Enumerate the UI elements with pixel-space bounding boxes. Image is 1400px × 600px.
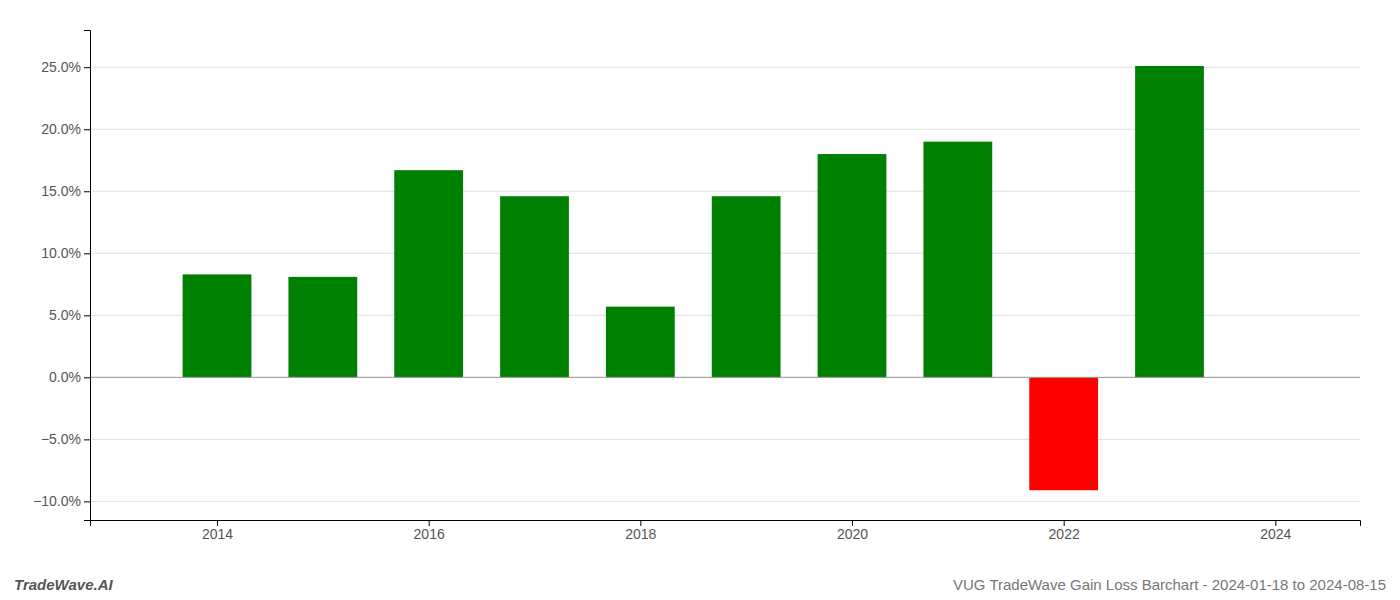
chart: −10.0% −5.0% 0.0% 5.0% 10.0% 15.0% 20.0% 25.0% 2… bbox=[0, 0, 1400, 600]
grid-line bbox=[90, 439, 1360, 440]
y-tick: −10.0% bbox=[33, 493, 90, 509]
x-tick-label: 2014 bbox=[202, 526, 233, 542]
y-tick: 20.0% bbox=[41, 121, 90, 137]
y-tick-mark bbox=[84, 377, 90, 378]
y-tick: 15.0% bbox=[41, 183, 90, 199]
footer-right: VUG TradeWave Gain Loss Barchart - 2024-… bbox=[953, 576, 1386, 593]
footer-left: TradeWave.AI bbox=[14, 576, 113, 593]
y-tick-label: −5.0% bbox=[41, 431, 81, 447]
x-axis: 2014 2016 2018 2020 2022 2024 bbox=[91, 520, 1361, 542]
bar bbox=[818, 154, 887, 377]
y-tick-mark bbox=[84, 67, 90, 68]
x-tick-label: 2024 bbox=[1260, 526, 1291, 542]
zero-line bbox=[90, 377, 1360, 378]
y-tick: 10.0% bbox=[41, 245, 90, 261]
plot-area: −10.0% −5.0% 0.0% 5.0% 10.0% 15.0% 20.0% 25.0% 2… bbox=[33, 31, 1360, 542]
bar bbox=[1029, 377, 1098, 490]
x-axis-line bbox=[91, 521, 1361, 527]
y-tick: 25.0% bbox=[41, 59, 90, 75]
y-axis: −10.0% −5.0% 0.0% 5.0% 10.0% 15.0% 20.0% 25.0% bbox=[33, 31, 90, 521]
x-tick-label: 2022 bbox=[1049, 526, 1080, 542]
y-tick-label: 25.0% bbox=[41, 59, 81, 75]
y-tick-mark bbox=[84, 129, 90, 130]
y-tick-mark bbox=[84, 315, 90, 316]
y-tick-mark bbox=[84, 439, 90, 440]
y-tick-label: −10.0% bbox=[33, 493, 81, 509]
bar bbox=[923, 142, 992, 378]
x-tick: 2018 bbox=[625, 520, 656, 542]
bar bbox=[712, 196, 781, 377]
y-tick-mark bbox=[84, 501, 90, 502]
y-tick-label: 10.0% bbox=[41, 245, 81, 261]
y-axis-line bbox=[84, 31, 91, 521]
x-tick: 2014 bbox=[202, 520, 233, 542]
bar bbox=[1135, 66, 1204, 377]
x-tick: 2020 bbox=[837, 520, 868, 542]
y-tick: 0.0% bbox=[49, 369, 90, 385]
y-tick-label: 5.0% bbox=[49, 307, 81, 323]
bar bbox=[500, 196, 569, 377]
bar bbox=[183, 274, 252, 377]
grid-line bbox=[90, 501, 1360, 502]
y-tick-label: 15.0% bbox=[41, 183, 81, 199]
x-tick: 2016 bbox=[414, 520, 445, 542]
y-tick-mark bbox=[84, 191, 90, 192]
bar bbox=[288, 277, 357, 377]
x-tick: 2022 bbox=[1049, 520, 1080, 542]
bars bbox=[183, 66, 1204, 490]
bar bbox=[606, 307, 675, 378]
bar bbox=[394, 170, 463, 377]
y-tick: −5.0% bbox=[41, 431, 90, 447]
grid-line bbox=[90, 377, 1360, 378]
y-tick-label: 20.0% bbox=[41, 121, 81, 137]
y-tick-label: 0.0% bbox=[49, 369, 81, 385]
y-tick: 5.0% bbox=[49, 307, 90, 323]
x-tick: 2024 bbox=[1260, 520, 1291, 542]
x-tick-label: 2020 bbox=[837, 526, 868, 542]
x-tick-label: 2016 bbox=[414, 526, 445, 542]
y-tick-mark bbox=[84, 253, 90, 254]
x-tick-label: 2018 bbox=[625, 526, 656, 542]
